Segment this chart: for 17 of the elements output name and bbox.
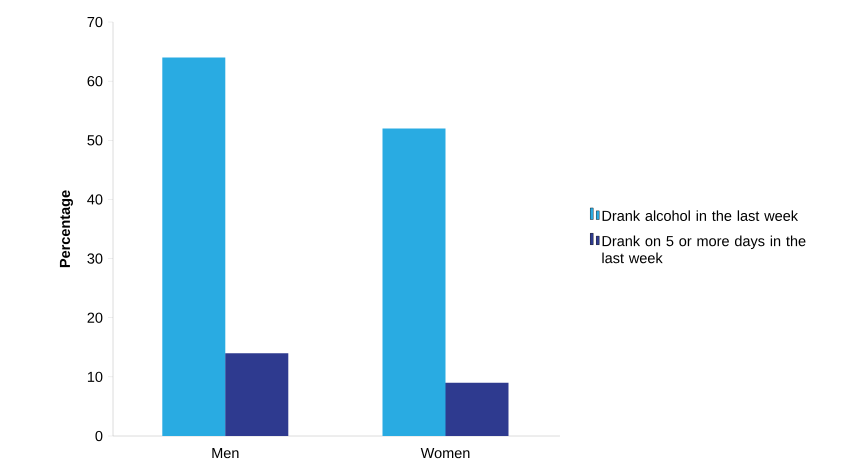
y-tick-label: 0	[95, 430, 102, 442]
legend-label: Drank alcohol in the last week	[602, 210, 798, 221]
bar	[225, 353, 288, 436]
bar	[446, 382, 508, 436]
y-tick-label: 30	[87, 253, 102, 264]
y-tick-label: 10	[88, 372, 102, 382]
legend-label: Drank on 5 or more days in the last week	[602, 236, 806, 264]
y-tick-label: 40	[87, 194, 102, 205]
bar	[162, 57, 226, 436]
y-tick-label: 20	[88, 312, 102, 323]
bar	[382, 128, 446, 436]
y-tick-label: 50	[87, 135, 102, 146]
y-axis-title: Percentage	[60, 190, 73, 268]
x-tick-label: Men	[212, 448, 238, 458]
x-tick-label: Women	[420, 448, 470, 458]
y-tick-label: 70	[88, 16, 102, 28]
y-tick-label: 60	[88, 76, 102, 86]
